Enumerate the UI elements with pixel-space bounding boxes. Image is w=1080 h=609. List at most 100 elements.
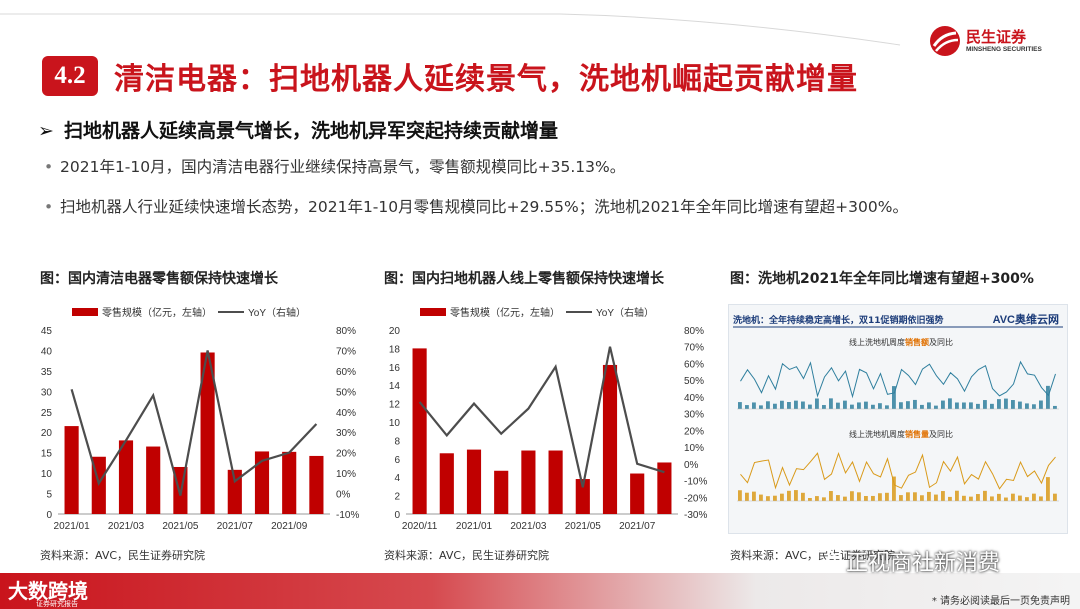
bullet-dot-icon: • [44, 158, 54, 176]
x-tick-label: 2021/05 [162, 521, 199, 532]
y-left-tick-label: 18 [389, 344, 401, 355]
mini-bar [955, 402, 959, 409]
mini-bar [836, 495, 840, 501]
mini-bar [787, 490, 791, 501]
mini-bar [1004, 497, 1008, 501]
thumbnail-subtitle-1: 线上洗地机周度销售额及同比 [849, 338, 953, 347]
mini-bar [773, 403, 777, 409]
y-left-tick-label: 6 [394, 455, 400, 466]
y-right-tick-label: 0% [684, 460, 699, 471]
y-right-tick-label: 60% [336, 367, 356, 378]
y-right-tick-label: 80% [336, 326, 356, 337]
bar-2021/06 [602, 364, 618, 514]
mini-bar [1032, 493, 1036, 501]
mini-bar [934, 494, 938, 501]
y-left-tick-label: 30 [41, 387, 53, 398]
mini-chart [737, 451, 1059, 502]
bar-2021/01 [466, 449, 482, 514]
mini-bar [941, 491, 945, 501]
mini-bar [976, 403, 980, 409]
y-left-tick-label: 20 [41, 428, 53, 439]
legend-swatch-bar [72, 308, 98, 316]
y-left-tick-label: 8 [394, 436, 400, 447]
yoy-line [418, 346, 665, 488]
chart-title-2: 图：国内扫地机器人线上零售额保持快速增长 [384, 271, 664, 287]
mini-bar [787, 402, 791, 409]
thumbnail-logo: AVC奥维云网 [992, 314, 1059, 326]
header-decoration [0, 13, 901, 46]
mini-bar [906, 401, 910, 409]
mini-bar [1046, 477, 1050, 501]
x-tick-label: 2020/11 [402, 521, 438, 532]
mini-bar [766, 401, 770, 409]
mini-bar [801, 401, 805, 409]
logo-text-en: MINSHENG SECURITIES [966, 46, 1042, 53]
thumbnail-mini-charts [733, 326, 1063, 502]
mini-bar [990, 496, 994, 501]
y-right-tick-label: 70% [684, 343, 704, 354]
mini-bar [899, 402, 903, 409]
mini-bar [892, 476, 896, 501]
mini-bar [766, 496, 770, 501]
disclaimer-note: * 请务必阅读最后一页免责声明 [931, 596, 1070, 607]
mini-bar [1018, 495, 1022, 501]
x-tick-label: 2021/03 [510, 521, 547, 532]
mini-bar [829, 491, 833, 501]
mini-bar [955, 490, 959, 501]
mini-bar [1053, 493, 1057, 501]
mini-bar [1032, 404, 1036, 409]
mini-bar [794, 490, 798, 501]
y-right-tick-label: 80% [684, 326, 704, 337]
mini-bar [1011, 400, 1015, 409]
bar-2020/11 [412, 348, 427, 514]
y-left-tick-label: 2 [394, 492, 400, 503]
chart-legend: 零售规模（亿元，左轴） YoY（右轴） [420, 306, 654, 319]
mini-bar [983, 490, 987, 501]
bar-2021/09 [282, 451, 297, 514]
mini-bar [808, 404, 812, 409]
mini-bar [927, 491, 931, 501]
mini-bar [752, 491, 756, 501]
mini-bar [850, 404, 854, 409]
y-left-tick-label: 12 [389, 400, 401, 411]
y-right-tick-label: -10% [336, 510, 359, 521]
mini-bar [857, 492, 861, 501]
mini-bar [1004, 398, 1008, 409]
y-right-tick-label: 50% [684, 376, 704, 387]
x-tick-label: 2021/05 [565, 521, 602, 532]
x-tick-label: 2021/09 [271, 521, 308, 532]
y-left-tick-label: 5 [46, 490, 52, 501]
y-left-tick-label: 10 [389, 418, 401, 429]
mini-bar [878, 493, 882, 501]
mini-bar [892, 386, 896, 409]
y-left-tick-label: 45 [41, 326, 53, 337]
chart-title-1: 图：国内清洁电器零售额保持快速增长 [40, 271, 278, 287]
legend-label-line: YoY（右轴） [248, 306, 306, 319]
mini-bar [969, 402, 973, 409]
mini-bar [1039, 400, 1043, 409]
mini-bar [836, 402, 840, 409]
bar-2021/07 [630, 473, 645, 514]
y-right-tick-label: -30% [684, 510, 707, 521]
bar-2021/02 [494, 470, 509, 514]
mini-bar [780, 400, 784, 409]
mini-bar [815, 496, 819, 501]
mini-bar [843, 400, 847, 409]
chart-source-2: 资料来源：AVC，民生证券研究院 [384, 549, 550, 562]
bar-2021/07 [227, 469, 242, 514]
bar-2021/08 [657, 462, 672, 514]
yoy-line [70, 350, 318, 496]
mini-bar [815, 398, 819, 409]
mini-line [740, 451, 1056, 490]
y-left-tick-label: 35 [41, 367, 53, 378]
y-right-tick-label: -20% [684, 493, 707, 504]
bar-2021/05 [575, 479, 590, 514]
y-right-tick-label: 40% [336, 408, 356, 419]
thumbnail-title: 洗地机：全年持续稳定高增长，双11促销期依旧强势 [733, 316, 944, 326]
mini-bar [934, 405, 938, 409]
y-left-tick-label: 20 [389, 326, 401, 337]
mini-bar [997, 493, 1001, 501]
section-heading: ➢ 扫地机器人延续高景气增长，洗地机异军突起持续贡献增量 [38, 116, 558, 143]
bullet-item-1: • 2021年1-10月，国内清洁电器行业继续保持高景气，零售额规模同比+35.1… [44, 155, 625, 177]
y-right-tick-label: 60% [684, 359, 704, 370]
